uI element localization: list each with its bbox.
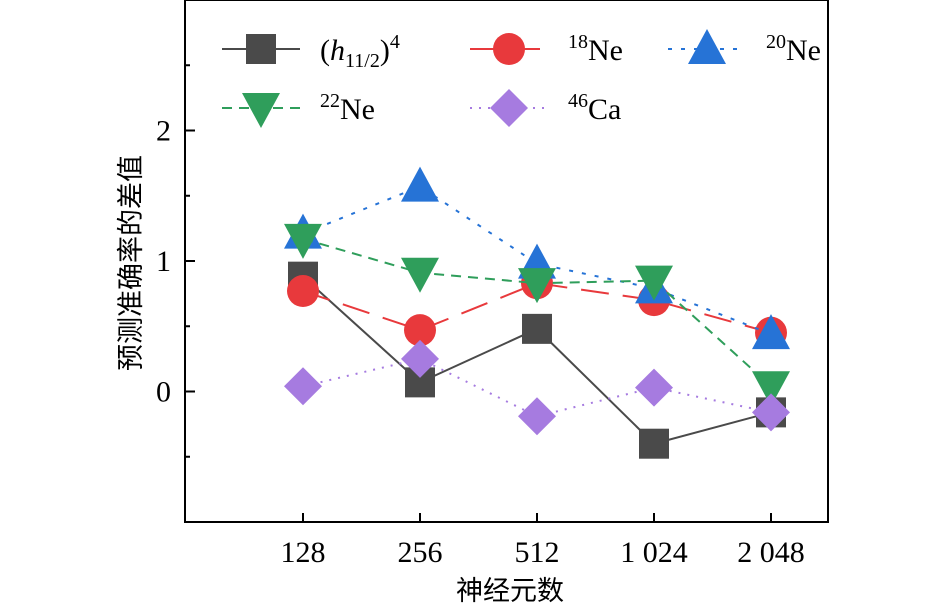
legend-paren: ) (380, 34, 390, 67)
y-tick-label: 1 (156, 245, 171, 278)
legend-item: 22Ne (222, 90, 375, 128)
legend-marker (688, 29, 726, 64)
legend-element: Ca (588, 93, 621, 126)
x-tick-label: 2 048 (737, 536, 805, 569)
legend-marker (246, 34, 276, 64)
data-point (401, 339, 439, 378)
data-point (752, 393, 790, 432)
legend-element: Ne (340, 93, 375, 126)
legend-element: Ne (588, 34, 623, 67)
x-tick-label: 1 024 (620, 536, 688, 569)
data-point (401, 257, 439, 293)
legend-item: (h11/2)4 (222, 31, 400, 72)
data-point (635, 368, 673, 407)
legend-superscript: 20 (766, 31, 786, 53)
y-axis-title: 预测准确率的差值 (116, 155, 147, 371)
legend-superscript: 22 (320, 90, 340, 112)
data-point (752, 371, 790, 407)
y-tick-label: 2 (156, 115, 171, 148)
legend-marker (490, 89, 528, 127)
data-point (639, 428, 669, 459)
legend-label: 46Ca (568, 90, 621, 126)
legend-symbol: h (330, 34, 345, 67)
series-46ca (284, 339, 790, 436)
data-point (518, 268, 556, 304)
data-point (284, 223, 322, 259)
legend-label: 22Ne (320, 90, 375, 126)
x-tick-label: 512 (515, 536, 560, 569)
legend-paren: ( (320, 34, 330, 67)
x-tick-label: 256 (398, 536, 443, 569)
data-point (752, 314, 790, 350)
axes: 128 256 512 1 024 2 048 0 1 2 神经元数 预测准确率的差值 (116, 0, 829, 607)
data-point (635, 265, 673, 301)
data-point (401, 166, 439, 202)
legend-label: 18Ne (568, 31, 623, 67)
legend-marker (493, 33, 525, 65)
legend-element: Ne (786, 34, 821, 67)
legend-item: 46Ca (470, 89, 621, 127)
legend-superscript: 4 (390, 31, 400, 53)
data-point (404, 314, 436, 347)
y-tick-label: 0 (156, 376, 171, 409)
series-22ne (284, 223, 790, 407)
legend-superscript: 18 (568, 31, 588, 53)
x-tick-label: 128 (281, 536, 326, 569)
legend-subscript: 11/2 (345, 50, 380, 72)
legend-item: 18Ne (470, 31, 623, 67)
legend-marker (242, 93, 280, 128)
data-point (522, 313, 552, 344)
legend-superscript: 46 (568, 90, 588, 112)
plot-frame (184, 0, 829, 523)
legend-label: 20Ne (766, 31, 821, 67)
legend-item: 20Ne (668, 29, 821, 67)
data-point (284, 367, 322, 406)
x-axis-title: 神经元数 (456, 576, 564, 607)
series-layer (284, 166, 790, 459)
data-point (518, 397, 556, 436)
legend-label: (h11/2)4 (320, 31, 400, 72)
data-point (287, 275, 319, 308)
